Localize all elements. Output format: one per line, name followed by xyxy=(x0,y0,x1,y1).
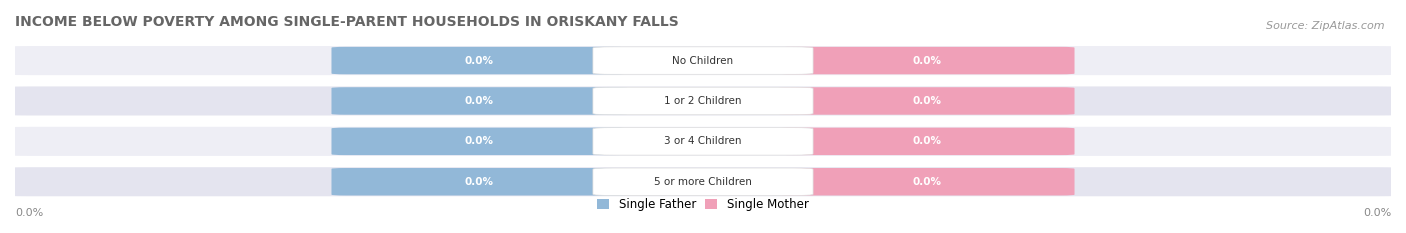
Text: 0.0%: 0.0% xyxy=(912,96,941,106)
Text: 0.0%: 0.0% xyxy=(1362,208,1391,218)
Text: 0.0%: 0.0% xyxy=(465,177,494,187)
FancyBboxPatch shape xyxy=(779,87,1074,115)
Text: 0.0%: 0.0% xyxy=(912,56,941,65)
Text: 5 or more Children: 5 or more Children xyxy=(654,177,752,187)
Text: 0.0%: 0.0% xyxy=(15,208,44,218)
Text: 3 or 4 Children: 3 or 4 Children xyxy=(664,136,742,146)
Text: No Children: No Children xyxy=(672,56,734,65)
FancyBboxPatch shape xyxy=(332,128,627,155)
FancyBboxPatch shape xyxy=(593,128,813,155)
FancyBboxPatch shape xyxy=(1,167,1405,196)
Text: 0.0%: 0.0% xyxy=(465,56,494,65)
FancyBboxPatch shape xyxy=(332,87,627,115)
FancyBboxPatch shape xyxy=(593,47,813,74)
FancyBboxPatch shape xyxy=(332,47,627,74)
FancyBboxPatch shape xyxy=(779,47,1074,74)
Text: 0.0%: 0.0% xyxy=(465,96,494,106)
Text: Source: ZipAtlas.com: Source: ZipAtlas.com xyxy=(1267,21,1385,31)
Text: 0.0%: 0.0% xyxy=(912,177,941,187)
FancyBboxPatch shape xyxy=(1,127,1405,156)
Legend: Single Father, Single Mother: Single Father, Single Mother xyxy=(598,198,808,211)
FancyBboxPatch shape xyxy=(593,87,813,115)
FancyBboxPatch shape xyxy=(1,86,1405,116)
Text: 1 or 2 Children: 1 or 2 Children xyxy=(664,96,742,106)
FancyBboxPatch shape xyxy=(332,168,627,195)
FancyBboxPatch shape xyxy=(779,128,1074,155)
Text: INCOME BELOW POVERTY AMONG SINGLE-PARENT HOUSEHOLDS IN ORISKANY FALLS: INCOME BELOW POVERTY AMONG SINGLE-PARENT… xyxy=(15,15,679,29)
FancyBboxPatch shape xyxy=(779,168,1074,195)
Text: 0.0%: 0.0% xyxy=(912,136,941,146)
Text: 0.0%: 0.0% xyxy=(465,136,494,146)
FancyBboxPatch shape xyxy=(1,46,1405,75)
FancyBboxPatch shape xyxy=(593,168,813,195)
